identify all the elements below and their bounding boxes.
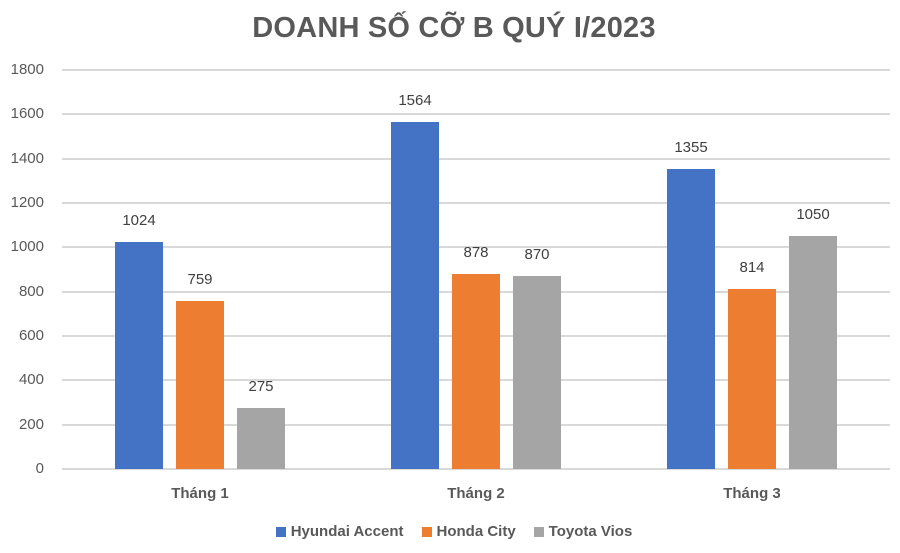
bar-honda-city-1 bbox=[176, 300, 224, 469]
bar-hyundai-accent-3 bbox=[667, 168, 715, 469]
gridline bbox=[62, 157, 890, 160]
bar-hyundai-accent-2 bbox=[391, 122, 439, 469]
legend-label: Hyundai Accent bbox=[290, 523, 404, 540]
legend: Hyundai Accent Honda City Toyota Vios bbox=[0, 523, 900, 540]
data-label: 1050 bbox=[796, 206, 830, 224]
legend-label: Toyota Vios bbox=[548, 523, 633, 540]
legend-swatch-icon bbox=[533, 526, 544, 537]
data-label: 878 bbox=[463, 244, 489, 262]
legend-swatch-icon bbox=[421, 526, 432, 537]
y-tick-label: 1400 bbox=[10, 149, 44, 167]
data-label: 814 bbox=[739, 258, 765, 276]
y-tick-label: 1000 bbox=[10, 238, 44, 256]
bar-honda-city-2 bbox=[452, 274, 500, 469]
gridline bbox=[62, 468, 890, 470]
y-tick-label: 600 bbox=[18, 327, 44, 344]
y-tick-label: 400 bbox=[18, 371, 44, 389]
plot-area: 1024 759 275 1564 878 870 1355 814 1050 bbox=[62, 69, 890, 470]
data-label: 1564 bbox=[398, 92, 432, 110]
y-tick-label: 1200 bbox=[10, 194, 44, 211]
bar-honda-city-3 bbox=[728, 288, 776, 469]
gridline bbox=[62, 202, 890, 204]
legend-item: Honda City bbox=[421, 523, 516, 540]
data-label: 275 bbox=[248, 378, 274, 396]
x-tick-label: Tháng 1 bbox=[171, 485, 229, 502]
legend-item: Toyota Vios bbox=[533, 523, 633, 540]
x-tick-label: Tháng 3 bbox=[723, 485, 781, 502]
gridline bbox=[62, 69, 890, 71]
bar-hyundai-accent-1 bbox=[115, 242, 163, 469]
legend-swatch-icon bbox=[275, 526, 286, 537]
legend-item: Hyundai Accent bbox=[275, 523, 404, 540]
y-tick-label: 1600 bbox=[10, 105, 44, 123]
bar-toyota-vios-2 bbox=[513, 276, 561, 469]
legend-label: Honda City bbox=[436, 523, 516, 540]
gridline bbox=[62, 113, 890, 116]
x-tick-label: Tháng 2 bbox=[447, 485, 505, 502]
y-tick-label: 200 bbox=[18, 415, 44, 433]
data-label: 759 bbox=[187, 270, 213, 288]
bar-toyota-vios-1 bbox=[237, 408, 285, 469]
gridline bbox=[62, 246, 890, 249]
y-tick-label: 800 bbox=[18, 282, 44, 300]
data-label: 1024 bbox=[122, 212, 156, 229]
data-label: 870 bbox=[524, 246, 550, 264]
bar-toyota-vios-3 bbox=[789, 236, 837, 469]
y-tick-label: 0 bbox=[35, 460, 44, 477]
data-label: 1355 bbox=[674, 138, 708, 156]
y-tick-label: 1800 bbox=[10, 61, 44, 78]
chart-title: DOANH SỐ CỠ B QUÝ I/2023 bbox=[252, 12, 656, 44]
